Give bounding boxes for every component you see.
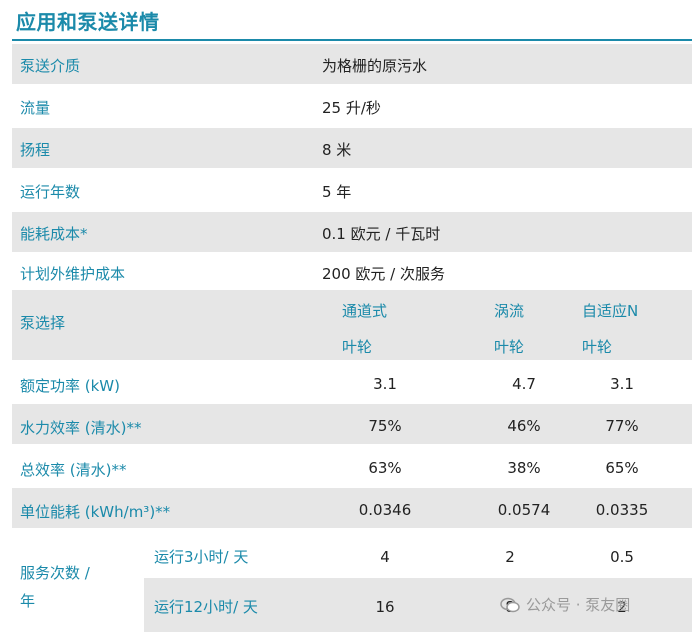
column-header-adaptive-n: 自适应N <box>582 302 639 320</box>
metric-label: 额定功率 (kW) <box>20 377 120 395</box>
info-value: 25 升/秒 <box>322 99 381 117</box>
info-label: 计划外维护成本 <box>20 265 126 283</box>
info-value: 8 米 <box>322 141 352 159</box>
column-header-adaptive-n-sub: 叶轮 <box>582 338 613 356</box>
info-label: 泵送介质 <box>20 57 81 75</box>
metric-row-hydraulic-efficiency: 水力效率 (清水)** 75% 46% 77% <box>12 404 692 444</box>
service-value: 2 <box>505 548 515 566</box>
title-divider <box>12 39 692 41</box>
metric-value: 75% <box>368 417 402 435</box>
column-header-vortex: 涡流 <box>494 302 525 320</box>
service-value: 0.5 <box>610 548 634 566</box>
info-label: 流量 <box>20 99 51 117</box>
info-row-flow: 流量 25 升/秒 <box>12 86 692 126</box>
service-label-unit: 年 <box>20 592 36 610</box>
service-row-12h: 运行12小时/ 天 16 8 2 <box>144 578 692 632</box>
metric-value: 0.0346 <box>358 501 412 519</box>
column-header-channel-sub: 叶轮 <box>342 338 373 356</box>
service-value: 16 <box>375 598 395 616</box>
info-row-head: 扬程 8 米 <box>12 128 692 168</box>
metric-row-rated-power: 额定功率 (kW) 3.1 4.7 3.1 <box>12 362 692 402</box>
pump-selection-header: 泵选择 通道式 叶轮 涡流 叶轮 自适应N 叶轮 <box>12 290 692 360</box>
service-label: 服务次数 / <box>20 564 90 582</box>
info-value: 200 欧元 / 次服务 <box>322 265 445 283</box>
watermark: 公众号 · 泵友圈 <box>500 594 630 615</box>
info-row-maintenance-cost: 计划外维护成本 200 欧元 / 次服务 <box>12 254 692 290</box>
info-label: 扬程 <box>20 141 51 159</box>
metric-value: 63% <box>368 459 402 477</box>
info-value: 为格栅的原污水 <box>322 57 428 75</box>
metric-row-specific-energy: 单位能耗 (kWh/m³)** 0.0346 0.0574 0.0335 <box>12 488 692 528</box>
info-row-medium: 泵送介质 为格栅的原污水 <box>12 44 692 84</box>
metric-value: 77% <box>605 417 639 435</box>
info-value: 5 年 <box>322 183 352 201</box>
metric-value: 46% <box>507 417 541 435</box>
service-row-label: 运行12小时/ 天 <box>154 598 258 616</box>
pump-selection-label: 泵选择 <box>20 314 66 332</box>
service-value: 4 <box>380 548 390 566</box>
metric-value: 38% <box>507 459 541 477</box>
info-value: 0.1 欧元 / 千瓦时 <box>322 225 441 243</box>
metric-value: 3.1 <box>610 375 634 393</box>
service-row-3h: 运行3小时/ 天 4 2 0.5 <box>144 536 692 576</box>
page-title: 应用和泵送详情 <box>16 10 160 34</box>
service-value: 2 <box>617 598 627 616</box>
watermark-text: 公众号 · 泵友圈 <box>526 596 631 614</box>
info-label: 运行年数 <box>20 183 81 201</box>
service-block: 服务次数 / 年 <box>12 530 692 632</box>
service-row-label: 运行3小时/ 天 <box>154 548 249 566</box>
metric-value: 0.0335 <box>595 501 649 519</box>
info-label: 能耗成本* <box>20 225 88 243</box>
chat-bubble-icon <box>500 597 520 612</box>
metric-row-total-efficiency: 总效率 (清水)** 63% 38% 65% <box>12 446 692 486</box>
column-header-vortex-sub: 叶轮 <box>494 338 525 356</box>
metric-label: 水力效率 (清水)** <box>20 419 142 437</box>
metric-value: 0.0574 <box>497 501 551 519</box>
info-row-years: 运行年数 5 年 <box>12 170 692 210</box>
info-row-energy-cost: 能耗成本* 0.1 欧元 / 千瓦时 <box>12 212 692 252</box>
column-header-channel: 通道式 <box>342 302 388 320</box>
metric-value: 4.7 <box>512 375 536 393</box>
metric-label: 单位能耗 (kWh/m³)** <box>20 503 171 521</box>
metric-value: 65% <box>605 459 639 477</box>
metric-label: 总效率 (清水)** <box>20 461 127 479</box>
metric-value: 3.1 <box>373 375 397 393</box>
